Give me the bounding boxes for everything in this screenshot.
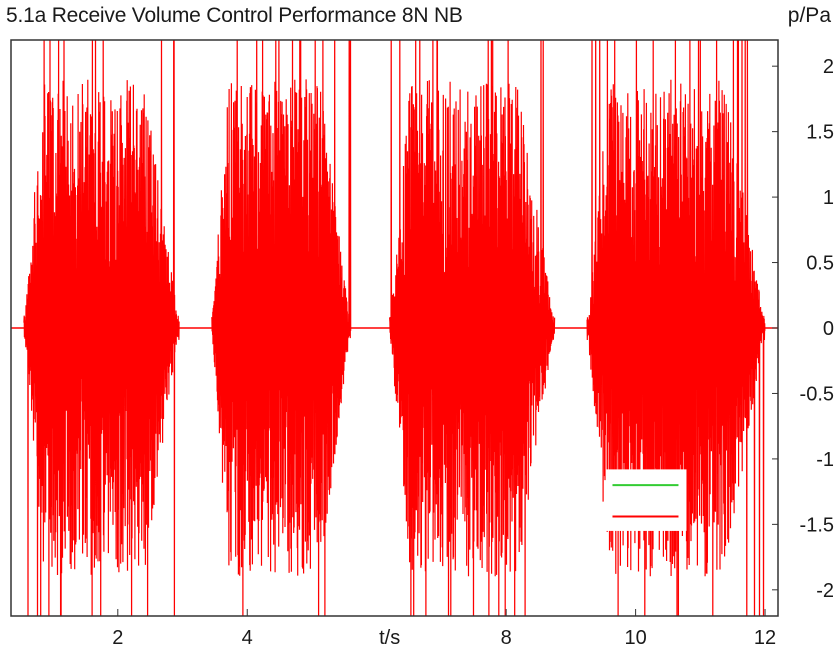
x-tick-label: 2 (112, 627, 123, 649)
legend-box (606, 469, 687, 531)
x-axis-label: t/s (379, 627, 400, 649)
waveform-trace (389, 40, 556, 616)
waveform-trace (586, 40, 766, 616)
signal-burst (586, 40, 766, 616)
x-axis: 2 4 8 10 12 t/s (112, 609, 776, 649)
y-tick-label: -1.5 (800, 514, 834, 536)
y-axis-label: p/Pa (787, 4, 831, 27)
x-tick-label: 10 (624, 627, 646, 649)
x-tick-label: 4 (242, 627, 253, 649)
x-tick-label: 12 (754, 627, 776, 649)
y-tick-label: -2 (816, 580, 834, 602)
chart-title: 5.1a Receive Volume Control Performance … (6, 4, 463, 27)
waveform-trace (211, 40, 352, 616)
y-tick-label: -1 (816, 449, 834, 471)
signal-burst (23, 40, 180, 616)
signal-burst (211, 40, 352, 616)
y-axis: 2 1.5 1 0.5 0 -0.5 -1 -1.5 -2 (772, 56, 834, 602)
waveform-trace (23, 40, 180, 616)
y-tick-label: 1.5 (806, 122, 834, 144)
y-tick-label: 0.5 (806, 253, 834, 275)
legend (606, 469, 687, 531)
y-tick-label: -0.5 (800, 383, 834, 405)
x-tick-label: 8 (501, 627, 512, 649)
plot-area (11, 40, 778, 616)
y-tick-label: 0 (823, 318, 834, 340)
y-tick-label: 2 (823, 56, 834, 78)
signal-burst (389, 40, 556, 616)
y-tick-label: 1 (823, 187, 834, 209)
